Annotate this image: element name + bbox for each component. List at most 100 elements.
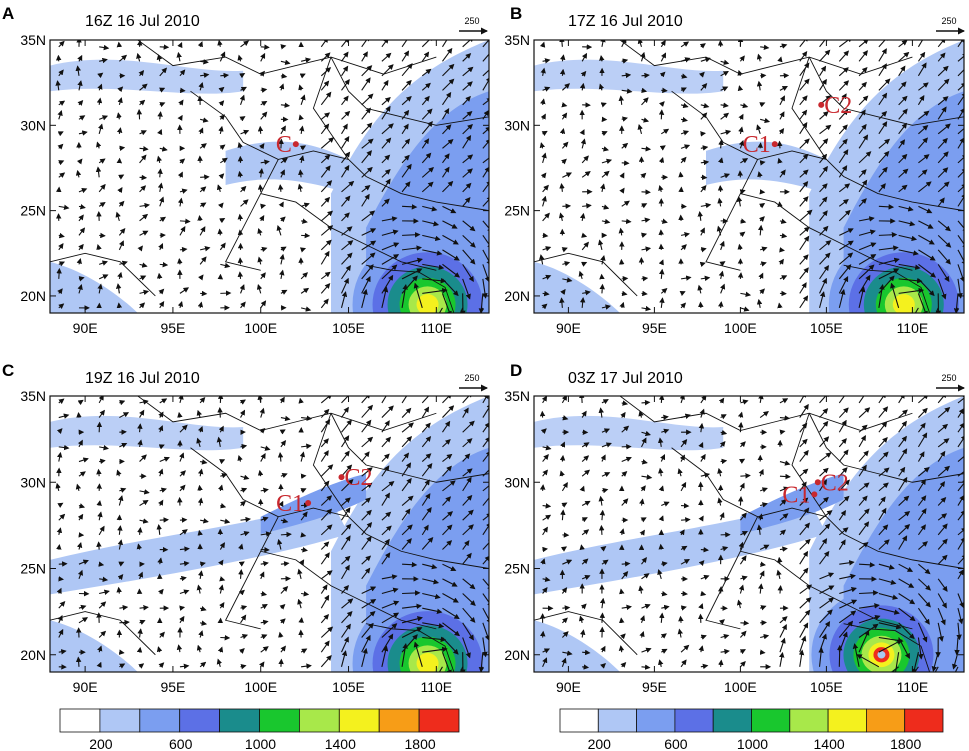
x-tick-label: 105E bbox=[810, 320, 843, 336]
reference-vector-label: 250 bbox=[464, 16, 479, 26]
colorbar-box bbox=[139, 708, 181, 733]
vortex-center-dot bbox=[818, 101, 825, 108]
x-tick-label: 95E bbox=[160, 320, 185, 336]
x-tick-label: 100E bbox=[244, 320, 277, 336]
vortex-center-dot bbox=[305, 499, 312, 506]
panel-letter: B bbox=[510, 4, 522, 23]
x-tick-label: 110E bbox=[420, 679, 452, 695]
colorbar-box bbox=[597, 708, 637, 733]
y-tick-label: 20N bbox=[504, 647, 530, 663]
x-tick-label: 90E bbox=[556, 679, 581, 695]
x-tick-label: 90E bbox=[73, 320, 98, 336]
colorbar-box bbox=[179, 708, 220, 733]
x-tick-label: 105E bbox=[810, 679, 843, 695]
colorbar-label: 1000 bbox=[245, 736, 276, 751]
colorbar-label: 200 bbox=[89, 736, 113, 751]
vortex-center-label: C1 bbox=[782, 482, 810, 508]
colorbar-label: 1400 bbox=[814, 736, 845, 751]
colorbar-box bbox=[674, 708, 714, 733]
vortex-center-label: C1 bbox=[743, 132, 771, 158]
colorbar-box bbox=[559, 708, 599, 733]
colorbar-box bbox=[298, 708, 340, 733]
x-tick-label: 95E bbox=[160, 679, 185, 695]
y-tick-label: 30N bbox=[504, 474, 530, 490]
y-tick-label: 35N bbox=[504, 32, 530, 48]
y-tick-label: 25N bbox=[20, 561, 46, 577]
x-tick-label: 110E bbox=[897, 679, 929, 695]
x-tick-label: 95E bbox=[642, 320, 667, 336]
wind-vectors bbox=[539, 396, 964, 672]
reference-vector-label: 250 bbox=[464, 373, 479, 383]
colorbar-box bbox=[751, 708, 791, 733]
vortex-center-dot bbox=[292, 141, 299, 148]
x-tick-label: 110E bbox=[420, 320, 452, 336]
panel-letter: D bbox=[510, 361, 522, 380]
vortex-center-label: C2 bbox=[824, 93, 852, 119]
colorbar-box bbox=[338, 708, 380, 733]
colorbar-box bbox=[866, 708, 906, 733]
y-tick-label: 25N bbox=[504, 561, 530, 577]
vortex-center-label: C2 bbox=[344, 465, 372, 491]
x-tick-label: 95E bbox=[642, 679, 667, 695]
y-tick-label: 20N bbox=[20, 647, 46, 663]
colorbar-label: 1000 bbox=[737, 736, 768, 751]
wind-vectors bbox=[55, 396, 489, 672]
colorbar-label: 1800 bbox=[890, 736, 921, 751]
colorbar-label: 1400 bbox=[325, 736, 356, 751]
colorbar-box bbox=[636, 708, 676, 733]
map-panel-b: 90E 95E 100E 105E 110E 20N 25N 30N 35N B 17Z 16 Ju… bbox=[504, 4, 965, 336]
colorbar-box bbox=[827, 708, 867, 733]
colorbar-box bbox=[712, 708, 752, 733]
x-tick-label: 105E bbox=[332, 679, 365, 695]
reference-vector-label: 250 bbox=[941, 373, 956, 383]
map-frame bbox=[49, 395, 490, 673]
colorbar-box bbox=[219, 708, 260, 733]
reference-vector-label: 250 bbox=[941, 16, 956, 26]
y-tick-label: 30N bbox=[504, 117, 530, 133]
panel-title: 19Z 16 Jul 2010 bbox=[85, 370, 200, 387]
map-frame bbox=[49, 39, 490, 314]
y-tick-label: 35N bbox=[20, 388, 46, 404]
y-tick-label: 35N bbox=[20, 32, 46, 48]
x-tick-label: 90E bbox=[556, 320, 581, 336]
wind-vectors bbox=[55, 40, 489, 313]
x-tick-label: 100E bbox=[244, 679, 277, 695]
vortex-center-dot bbox=[811, 491, 818, 498]
colorbar-label: 600 bbox=[664, 736, 688, 751]
map-frame bbox=[533, 395, 965, 673]
wind-vectors bbox=[538, 40, 964, 313]
colorbar-box bbox=[904, 708, 944, 733]
vortex-center-label: C2 bbox=[821, 470, 849, 496]
y-tick-label: 30N bbox=[20, 117, 46, 133]
colorbar-left: 200 600 1000 1400 1800 bbox=[59, 708, 460, 751]
y-tick-label: 25N bbox=[20, 203, 46, 219]
y-tick-label: 30N bbox=[20, 474, 46, 490]
y-tick-label: 20N bbox=[20, 288, 46, 304]
colorbar-box bbox=[99, 708, 141, 733]
vortex-center-dot bbox=[771, 141, 778, 148]
vortex-center-label: C bbox=[276, 132, 292, 158]
panel-title: 03Z 17 Jul 2010 bbox=[568, 370, 683, 387]
map-panel-a: 90E 95E 100E 105E 110E 20N 25N 30N 35N A 16Z 16 Ju… bbox=[2, 4, 490, 336]
y-tick-label: 25N bbox=[504, 203, 530, 219]
x-tick-label: 100E bbox=[724, 320, 757, 336]
colorbar-box bbox=[59, 708, 101, 733]
colorbar-box bbox=[789, 708, 829, 733]
colorbar-box bbox=[418, 708, 460, 733]
x-tick-label: 90E bbox=[73, 679, 98, 695]
panel-title: 17Z 16 Jul 2010 bbox=[568, 13, 683, 30]
colorbar-right: 200 600 1000 1400 1800 bbox=[559, 708, 944, 751]
y-tick-label: 35N bbox=[504, 388, 530, 404]
x-tick-label: 100E bbox=[724, 679, 757, 695]
colorbar-label: 600 bbox=[169, 736, 193, 751]
colorbar-label: 200 bbox=[588, 736, 612, 751]
panel-letter: A bbox=[2, 4, 14, 23]
colorbar-label: 1800 bbox=[405, 736, 436, 751]
map-panel-d: 90E 95E 100E 105E 110E 20N 25N 30N 35N D 03Z 17 Ju… bbox=[504, 361, 965, 695]
vortex-center-dot bbox=[814, 479, 821, 486]
colorbar-box bbox=[378, 708, 420, 733]
vortex-center-label: C1 bbox=[276, 491, 304, 517]
x-tick-label: 105E bbox=[332, 320, 365, 336]
panel-letter: C bbox=[2, 361, 14, 380]
